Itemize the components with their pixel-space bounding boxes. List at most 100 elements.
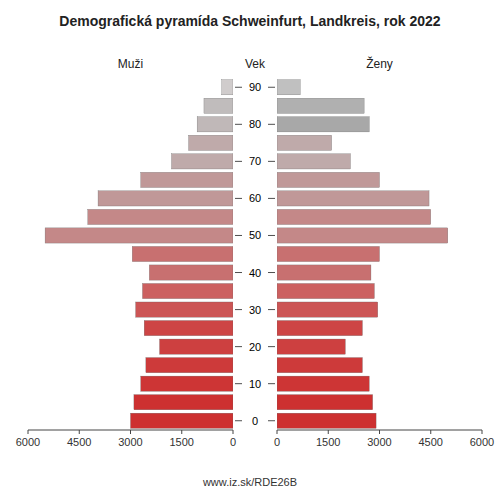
- bar: [172, 154, 234, 169]
- chart-container: Demografická pyramída Schweinfurt, Landk…: [0, 0, 500, 500]
- bar: [222, 80, 233, 95]
- bar: [45, 228, 233, 243]
- tick-label: 6000: [16, 436, 40, 448]
- bar: [160, 339, 233, 354]
- bar: [146, 358, 233, 373]
- bar: [88, 209, 233, 224]
- female-bars: [277, 80, 448, 429]
- bar: [277, 209, 431, 224]
- tick-mark: [268, 346, 275, 347]
- tick-mark: [277, 430, 278, 434]
- bar: [98, 191, 233, 206]
- series-header: Ženy: [366, 56, 393, 71]
- tick-label: 4500: [67, 436, 91, 448]
- tick-mark: [235, 161, 242, 162]
- tick-mark: [328, 430, 329, 434]
- tick-label: 1500: [170, 436, 194, 448]
- bar: [277, 154, 350, 169]
- tick-label: 0: [274, 436, 280, 448]
- bar: [141, 376, 233, 391]
- chart-title: Demografická pyramída Schweinfurt, Landk…: [59, 13, 440, 29]
- tick-mark: [79, 430, 80, 434]
- bar: [197, 117, 233, 132]
- tick-mark: [235, 198, 242, 199]
- bar: [277, 358, 362, 373]
- tick-mark: [181, 430, 182, 434]
- tick-label: 4500: [419, 436, 443, 448]
- tick-label: 90: [249, 81, 261, 93]
- tick-label: 6000: [470, 436, 494, 448]
- tick-label: 50: [249, 229, 261, 241]
- bar: [131, 413, 234, 428]
- bar: [277, 80, 300, 95]
- tick-mark: [235, 309, 242, 310]
- footer: www.iz.sk/RDE26B: [202, 476, 297, 488]
- bar: [136, 302, 233, 317]
- bar: [277, 172, 380, 187]
- tick-mark: [268, 383, 275, 384]
- tick-mark: [235, 383, 242, 384]
- bar: [277, 191, 429, 206]
- tick-label: 40: [249, 267, 261, 279]
- tick-label: 20: [249, 341, 261, 353]
- axis-label: Vek: [245, 57, 266, 71]
- tick-mark: [430, 430, 431, 434]
- bar: [277, 117, 369, 132]
- tick-mark: [268, 87, 275, 88]
- tick-label: 1500: [316, 436, 340, 448]
- bar: [277, 321, 362, 336]
- bar: [277, 339, 345, 354]
- tick-mark: [268, 235, 275, 236]
- tick-label: 60: [249, 192, 261, 204]
- tick-mark: [268, 161, 275, 162]
- tick-label: 80: [249, 118, 261, 130]
- bar: [141, 172, 233, 187]
- bar: [277, 302, 378, 317]
- tick-label: 70: [249, 155, 261, 167]
- bar: [277, 135, 332, 150]
- tick-label: 0: [252, 415, 258, 427]
- bar: [277, 98, 364, 113]
- bar: [277, 413, 376, 428]
- bar: [142, 283, 233, 298]
- x-axes: 0 0 1500 1500 3000 3000 4500 4500 6000 6000: [16, 430, 494, 448]
- bar: [277, 283, 374, 298]
- bar: [204, 98, 233, 113]
- age-axis: 0 10 20 30 40 50 60 70 80 90: [235, 81, 275, 426]
- bar: [277, 246, 380, 261]
- bar: [277, 228, 448, 243]
- tick-mark: [235, 272, 242, 273]
- chart-svg: Demografická pyramída Schweinfurt, Landk…: [0, 0, 500, 500]
- tick-mark: [235, 124, 242, 125]
- tick-mark: [379, 430, 380, 434]
- tick-mark: [268, 309, 275, 310]
- bar: [144, 321, 233, 336]
- tick-mark: [235, 346, 242, 347]
- male-bars: [45, 80, 233, 429]
- tick-mark: [268, 272, 275, 273]
- tick-mark: [268, 420, 275, 421]
- tick-label: 30: [249, 304, 261, 316]
- tick-label: 3000: [367, 436, 391, 448]
- tick-mark: [28, 430, 29, 434]
- tick-mark: [268, 124, 275, 125]
- series-header: Muži: [118, 57, 143, 71]
- tick-label: 10: [249, 378, 261, 390]
- bar: [149, 265, 233, 280]
- tick-mark: [130, 430, 131, 434]
- background: [0, 0, 500, 500]
- tick-label: 0: [230, 436, 236, 448]
- bar: [132, 246, 233, 261]
- bar: [277, 395, 373, 410]
- tick-mark: [233, 430, 234, 434]
- tick-mark: [235, 235, 242, 236]
- bar: [189, 135, 233, 150]
- tick-mark: [235, 87, 242, 88]
- tick-mark: [268, 198, 275, 199]
- tick-mark: [235, 420, 242, 421]
- tick-label: 3000: [118, 436, 142, 448]
- bar: [277, 376, 369, 391]
- tick-mark: [482, 430, 483, 434]
- bar: [134, 395, 233, 410]
- bar: [277, 265, 371, 280]
